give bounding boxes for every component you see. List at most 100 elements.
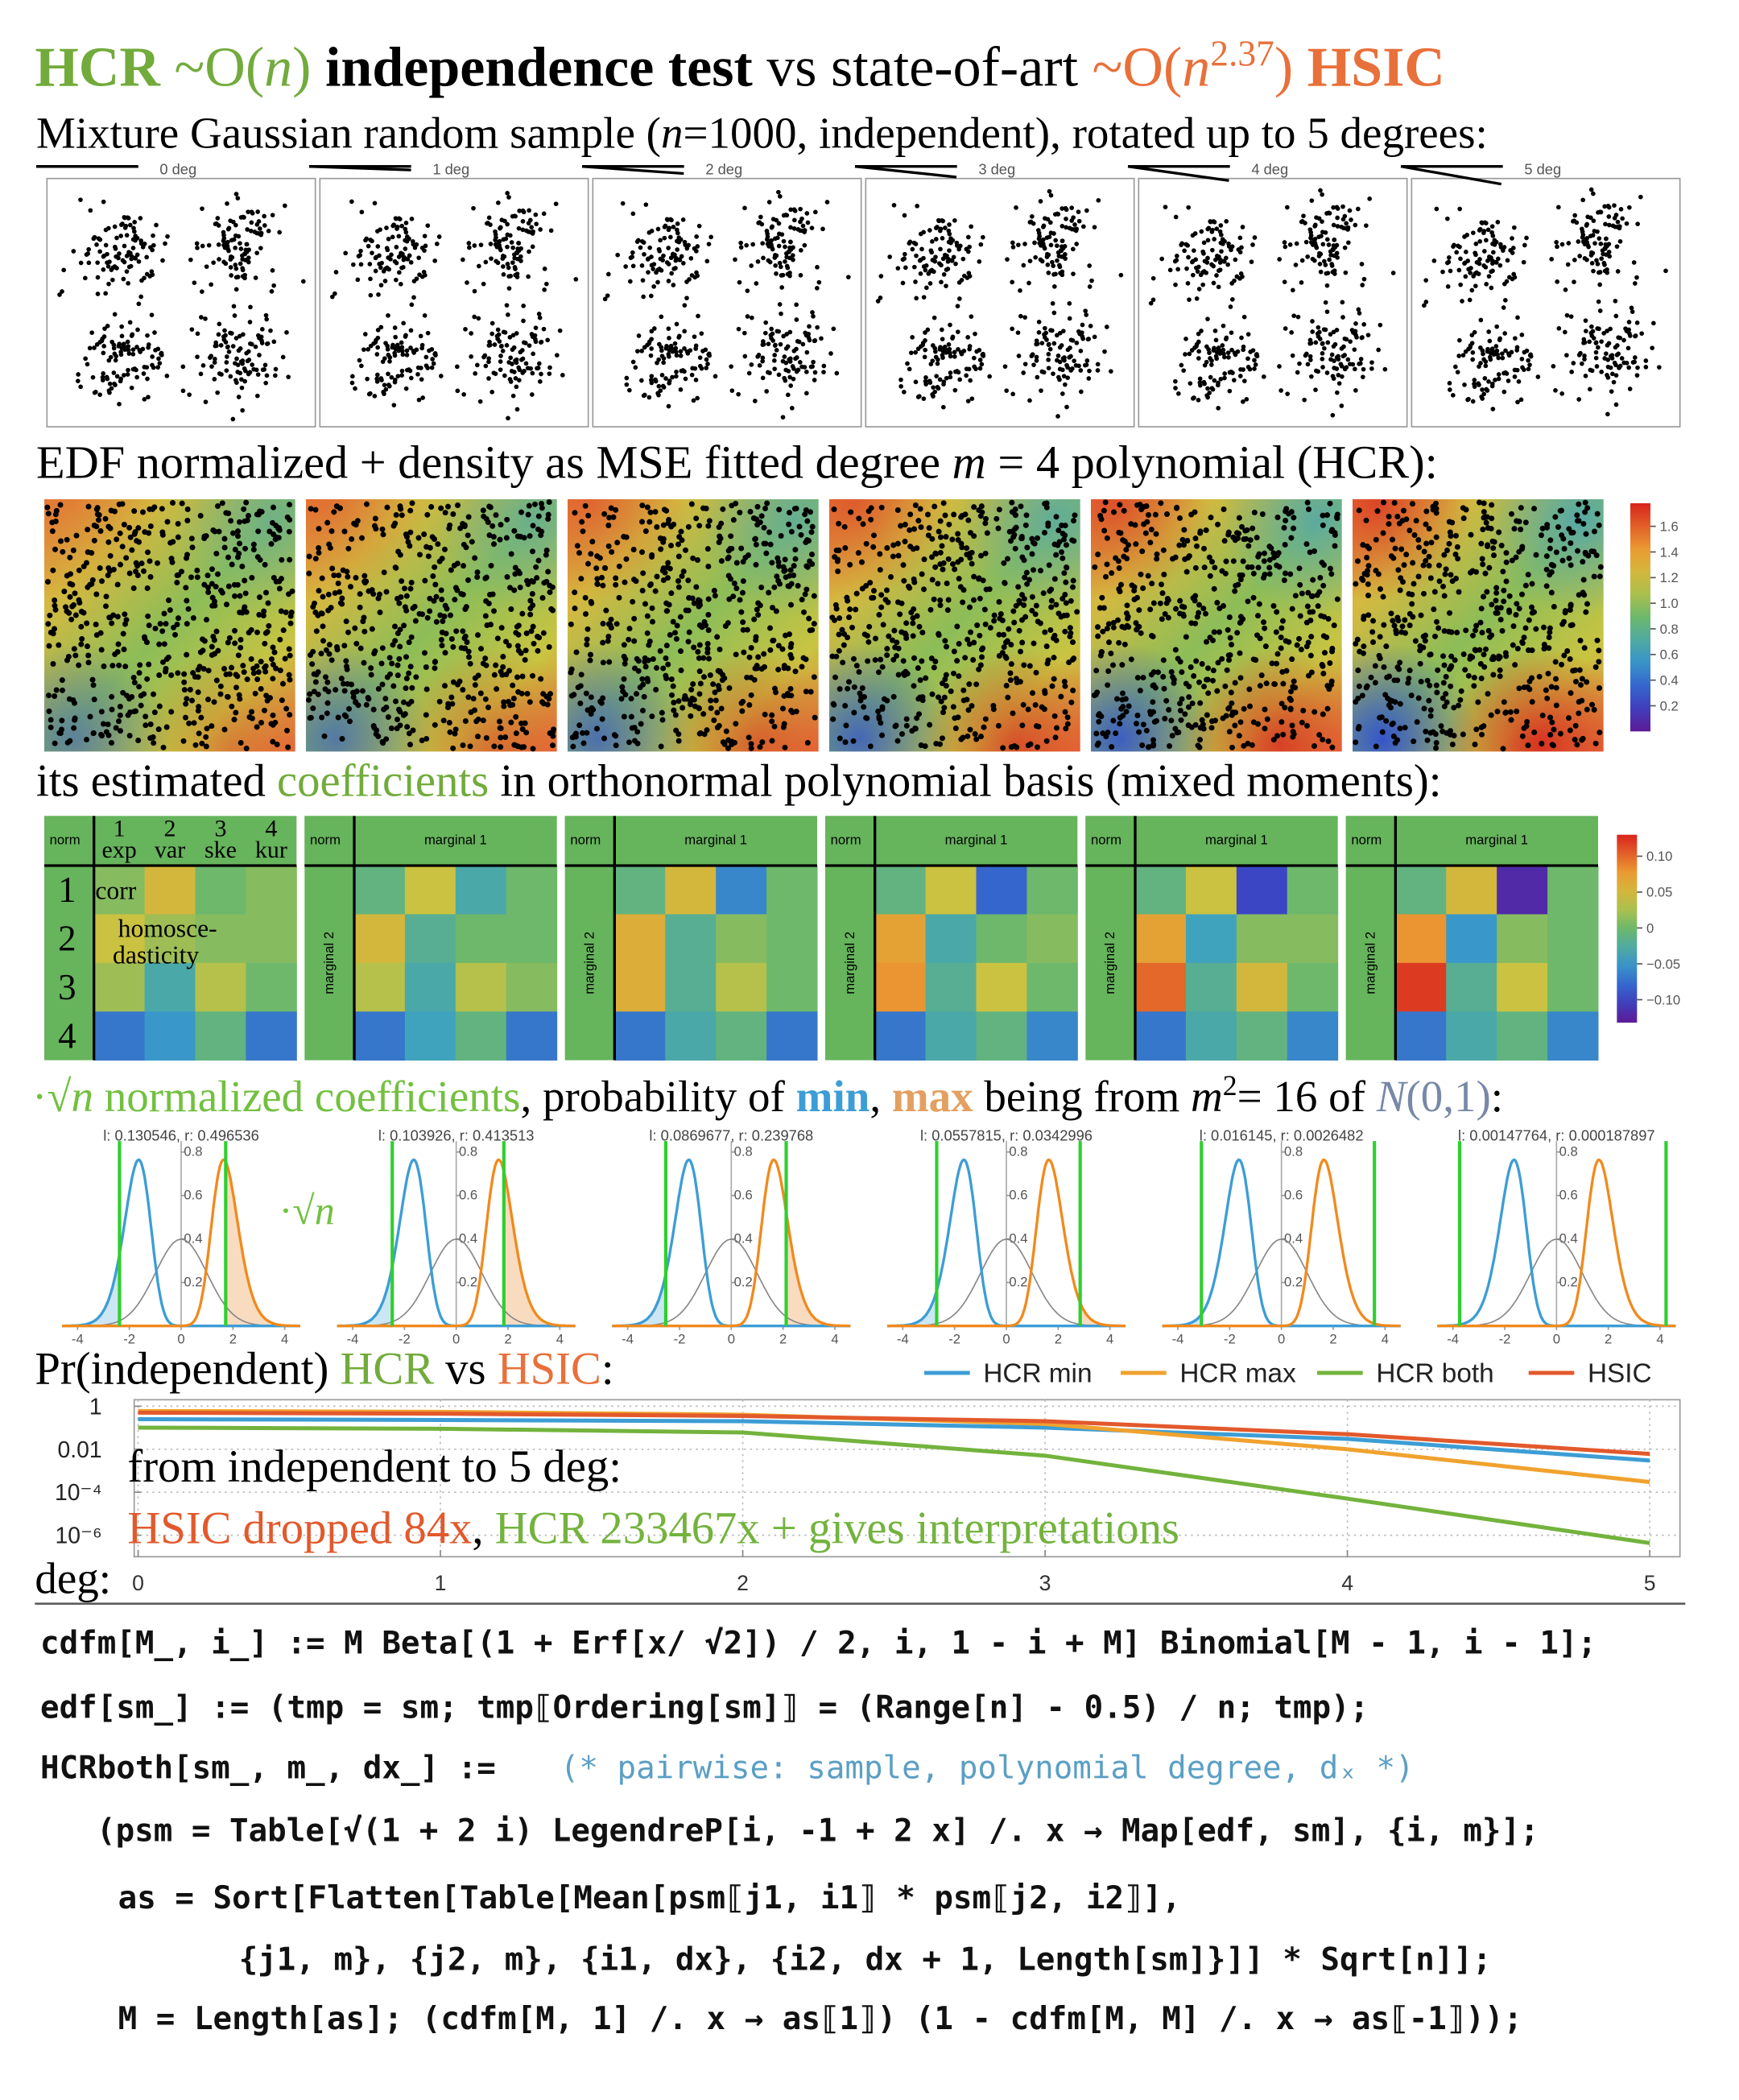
edf-dot <box>485 601 492 606</box>
edf-dot <box>1122 696 1129 702</box>
edf-dot <box>483 515 489 522</box>
sample-dot <box>666 326 671 331</box>
edf-dot <box>640 708 646 714</box>
edf-dot <box>622 692 629 698</box>
sample-dot <box>1596 236 1602 241</box>
edf-dot <box>85 659 92 666</box>
edf-dot <box>568 692 575 699</box>
sample-dot <box>1218 223 1224 228</box>
edf-dot <box>461 541 467 548</box>
sample-dot <box>1205 255 1210 261</box>
edf-dot <box>478 646 484 652</box>
sample-dot <box>1060 254 1064 259</box>
edf-dot <box>161 641 167 647</box>
edf-dot <box>791 563 797 569</box>
sample-dot <box>729 364 734 369</box>
edf-dot <box>981 724 987 730</box>
edf-dot <box>423 712 429 718</box>
sample-dot <box>521 209 527 215</box>
rotation-indicator <box>581 165 684 176</box>
sample-dot <box>966 234 971 240</box>
edf-dot <box>685 639 692 645</box>
sample-dot <box>1606 242 1612 246</box>
sample-dot <box>1483 359 1489 364</box>
sample-dot <box>359 209 365 215</box>
sample-dot <box>966 249 971 254</box>
sample-dot <box>682 239 688 245</box>
sample-dot <box>506 312 510 317</box>
sample-dot <box>666 227 671 233</box>
sample-dot <box>1503 370 1508 375</box>
sample-dot <box>783 378 788 383</box>
edf-dot <box>229 561 235 568</box>
edf-dot <box>1074 609 1080 615</box>
edf-dot <box>630 598 636 605</box>
edf-dot <box>1001 631 1007 638</box>
edf-dot <box>457 525 464 531</box>
sample-dot <box>786 368 791 374</box>
sample-dot <box>1489 269 1494 275</box>
sample-dot <box>1352 347 1357 352</box>
sample-dot <box>934 237 939 242</box>
sample-dot <box>391 403 397 407</box>
edf-dot <box>621 713 627 720</box>
sample-dot <box>71 249 76 254</box>
sample-dot <box>1360 283 1365 287</box>
edf-dot <box>1232 588 1238 594</box>
edf-dot <box>787 567 794 573</box>
sample-dot <box>661 253 666 258</box>
sample-dot <box>1084 358 1090 363</box>
edf-dot <box>375 734 382 740</box>
edf-dot <box>366 588 372 594</box>
sample-dot <box>1324 309 1330 314</box>
sample-dot <box>805 220 811 225</box>
edf-dot <box>767 625 774 631</box>
edf-dot <box>1048 604 1055 610</box>
sample-dot <box>382 382 387 387</box>
sample-dot <box>1029 214 1035 219</box>
sample-dot <box>756 221 761 225</box>
edf-dot <box>964 545 970 552</box>
edf-dot <box>73 532 80 539</box>
edf-dot <box>970 657 977 663</box>
edf-dot <box>465 577 471 583</box>
sample-dot <box>358 363 364 369</box>
sample-dot <box>361 347 366 352</box>
edf-dot <box>967 555 973 561</box>
sample-dot <box>1603 221 1608 227</box>
sample-dot <box>1463 274 1468 279</box>
edf-dot <box>605 638 611 644</box>
edf-dot <box>704 727 710 734</box>
edf-dot <box>688 698 694 705</box>
sample-dot <box>1055 250 1061 255</box>
edf-dot <box>217 691 224 697</box>
sample-dot <box>1216 382 1221 388</box>
edf-dot <box>1211 585 1217 592</box>
sample-dot <box>505 262 510 267</box>
edf-dot <box>806 537 812 544</box>
edf-dot <box>1329 744 1336 750</box>
sample-dot <box>1472 381 1477 387</box>
sample-dot <box>1218 376 1224 382</box>
edf-dot <box>646 519 653 525</box>
edf-dot <box>121 521 127 527</box>
edf-dot <box>393 512 399 518</box>
edf-dot <box>951 511 957 518</box>
sample-dot <box>1643 364 1649 370</box>
sample-dot <box>704 366 708 370</box>
edf-dot <box>388 725 394 732</box>
sample-dot <box>114 374 120 379</box>
edf-dot <box>113 725 119 731</box>
sample-dot <box>1453 364 1458 370</box>
sample-dot <box>661 360 666 366</box>
sample-dot <box>944 283 948 288</box>
edf-dot <box>270 661 276 668</box>
sample-dot <box>249 220 254 225</box>
edf-dot <box>900 658 907 664</box>
sample-dot <box>146 395 151 399</box>
sample-dot <box>374 352 380 357</box>
edf-dot <box>231 717 238 723</box>
sample-dot <box>134 252 140 258</box>
sample-dot <box>1211 348 1216 353</box>
sample-dot <box>1555 279 1560 284</box>
